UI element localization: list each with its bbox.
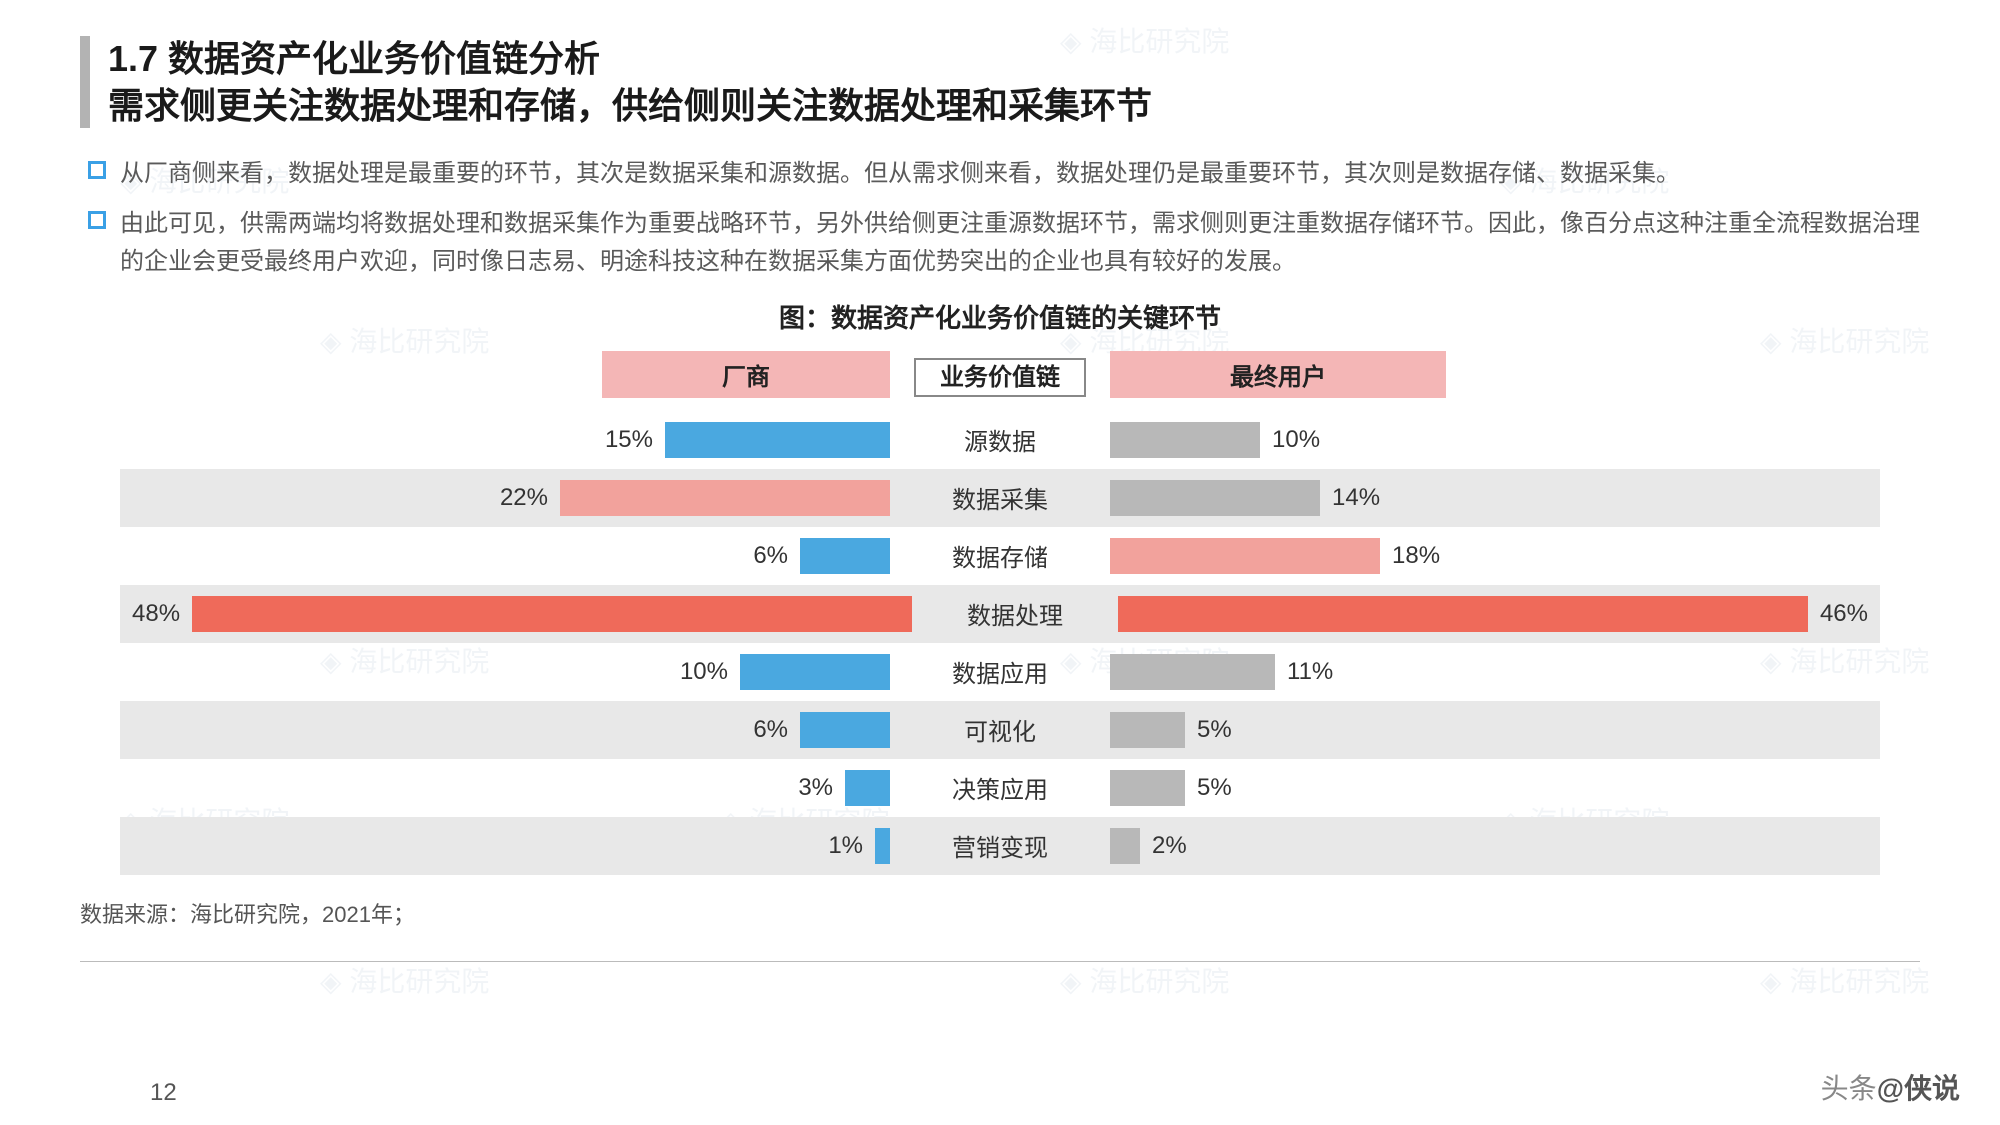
right-value-label: 46% [1808,600,1880,628]
row-category-label: 决策应用 [890,770,1110,805]
left-bar [740,654,890,690]
bullet-text: 由此可见，供需两端均将数据处理和数据采集作为重要战略环节，另外供给侧更注重源数据… [120,205,1920,282]
left-side: 3% [120,759,890,817]
butterfly-chart: 厂商 业务价值链 最终用户 15%源数据10%22%数据采集14%6%数据存储1… [120,353,1880,875]
right-bar [1110,654,1275,690]
right-bar [1110,538,1380,574]
left-side: 1% [120,817,890,875]
row-category-label: 数据处理 [912,596,1118,631]
square-bullet-icon [88,161,106,179]
left-value-label: 48% [120,600,192,628]
right-side: 5% [1110,759,1880,817]
left-bar [800,538,890,574]
row-category-label: 可视化 [890,712,1110,747]
right-side: 18% [1110,527,1880,585]
chart-title: 图：数据资产化业务价值链的关键环节 [80,298,1920,335]
row-category-label: 数据采集 [890,480,1110,515]
right-value-label: 2% [1140,832,1199,860]
left-bar [845,770,890,806]
chart-rows: 15% 源数据 10% 22% 数据采集 14% 6% 数据存储 18% 48% 数据处理 46% 10… [120,411,1880,875]
footer-divider [80,961,1920,962]
row-category-label: 营销变现 [890,828,1110,863]
left-bar [665,422,890,458]
right-value-label: 14% [1320,484,1392,512]
left-side: 22% [120,469,890,527]
credit-prefix: 头条 [1821,1073,1877,1104]
right-bar [1110,422,1260,458]
slide-page: 1.7 数据资产化业务价值链分析 需求侧更关注数据处理和存储，供给侧则关注数据处… [0,0,2000,955]
right-value-label: 5% [1185,774,1244,802]
bullet-item: 从厂商侧来看，数据处理是最重要的环节，其次是数据采集和源数据。但从需求侧来看，数… [88,155,1920,193]
left-side: 15% [120,411,890,469]
right-value-label: 11% [1275,658,1345,686]
title-accent-bar [80,36,90,128]
right-bar [1110,480,1320,516]
right-value-label: 18% [1380,542,1452,570]
bullet-list: 从厂商侧来看，数据处理是最重要的环节，其次是数据采集和源数据。但从需求侧来看，数… [88,155,1920,282]
legend-left: 厂商 [602,351,890,398]
left-value-label: 15% [593,426,665,454]
left-bar [875,828,890,864]
left-bar [560,480,890,516]
left-value-label: 6% [741,542,800,570]
left-side: 6% [120,527,890,585]
page-number: 12 [150,1079,177,1107]
chart-row: 15% 源数据 10% [120,411,1880,469]
right-bar [1110,828,1140,864]
credit-author: @侠说 [1877,1073,1960,1104]
right-value-label: 10% [1260,426,1332,454]
right-side: 5% [1110,701,1880,759]
right-side: 11% [1110,643,1880,701]
right-side: 14% [1110,469,1880,527]
chart-legend-row: 厂商 业务价值链 最终用户 [120,353,1880,397]
left-bar [192,596,912,632]
left-side: 6% [120,701,890,759]
row-category-label: 数据应用 [890,654,1110,689]
left-side: 10% [120,643,890,701]
chart-row: 3% 决策应用 5% [120,759,1880,817]
right-bar [1118,596,1808,632]
right-side: 46% [1118,585,1880,643]
left-side: 48% [120,585,912,643]
right-bar [1110,712,1185,748]
left-value-label: 22% [488,484,560,512]
chart-row: 22% 数据采集 14% [120,469,1880,527]
legend-center: 业务价值链 [914,358,1086,397]
left-value-label: 10% [668,658,740,686]
right-side: 2% [1110,817,1880,875]
credit-label: 头条@侠说 [1821,1067,1960,1107]
watermark: ◈ 海比研究院 [1060,960,1229,1000]
row-category-label: 数据存储 [890,538,1110,573]
section-number: 1.7 数据资产化业务价值链分析 [108,30,1152,82]
subtitle: 需求侧更关注数据处理和存储，供给侧则关注数据处理和采集环节 [108,82,1152,131]
left-bar [800,712,890,748]
watermark: ◈ 海比研究院 [1760,960,1929,1000]
chart-row: 6% 数据存储 18% [120,527,1880,585]
data-source: 数据来源：海比研究院，2021年； [80,897,1920,929]
left-value-label: 1% [816,832,875,860]
chart-row: 1% 营销变现 2% [120,817,1880,875]
chart-row: 10% 数据应用 11% [120,643,1880,701]
row-category-label: 源数据 [890,422,1110,457]
watermark: ◈ 海比研究院 [320,960,489,1000]
right-side: 10% [1110,411,1880,469]
square-bullet-icon [88,211,106,229]
title-block: 1.7 数据资产化业务价值链分析 需求侧更关注数据处理和存储，供给侧则关注数据处… [80,30,1920,131]
left-value-label: 3% [786,774,845,802]
legend-right: 最终用户 [1110,351,1446,398]
bullet-text: 从厂商侧来看，数据处理是最重要的环节，其次是数据采集和源数据。但从需求侧来看，数… [120,155,1680,193]
bullet-item: 由此可见，供需两端均将数据处理和数据采集作为重要战略环节，另外供给侧更注重源数据… [88,205,1920,282]
right-value-label: 5% [1185,716,1244,744]
chart-row: 48% 数据处理 46% [120,585,1880,643]
left-value-label: 6% [741,716,800,744]
right-bar [1110,770,1185,806]
chart-row: 6% 可视化 5% [120,701,1880,759]
